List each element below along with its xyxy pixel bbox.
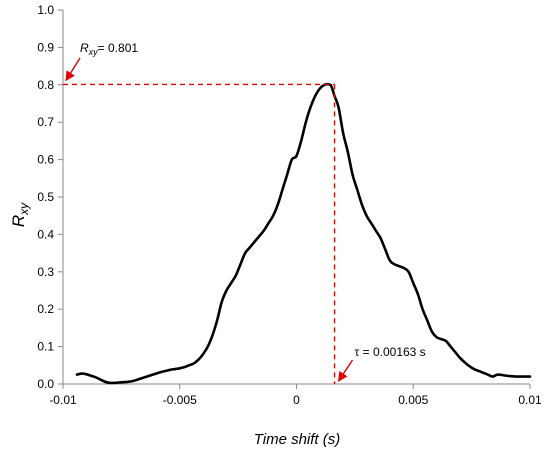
correlation-series-line xyxy=(75,82,532,385)
peak-value-arrow xyxy=(65,57,81,82)
x-tick-label: 0 xyxy=(293,393,300,407)
y-tick-label: 0.0 xyxy=(37,377,54,391)
y-axis-label: Rxy xyxy=(9,202,31,227)
y-tick-label: 0.4 xyxy=(37,227,54,241)
y-tick-label: 0.5 xyxy=(37,190,54,204)
x-tick-label: -0.005 xyxy=(163,393,197,407)
axes xyxy=(62,10,530,385)
tau-value-label: τ = 0.00163 s xyxy=(355,345,426,359)
x-tick-label: 0.005 xyxy=(398,393,428,407)
x-tick-label: 0.01 xyxy=(518,393,542,407)
peak-label-value: = 0.801 xyxy=(98,41,139,55)
y-tick-label: 1.0 xyxy=(37,3,54,17)
y-tick-label: 0.9 xyxy=(37,40,54,54)
y-tick-label: 0.1 xyxy=(37,340,54,354)
y-tick-label: 0.7 xyxy=(37,115,54,129)
y-tick-label: 0.8 xyxy=(37,78,54,92)
x-axis-label: Time shift (s) xyxy=(254,431,341,448)
peak-label-main: R xyxy=(80,41,89,55)
peak-label-sub: xy xyxy=(88,47,99,57)
tau-arrow xyxy=(337,359,354,382)
x-ticks: -0.01 -0.005 0 0.005 0.01 xyxy=(49,384,542,407)
y-tick-label: 0.6 xyxy=(37,153,54,167)
y-ticks: 0.0 0.1 0.2 0.3 0.4 0.5 0.6 0.7 0.8 0.9 1.0 xyxy=(37,3,63,391)
x-tick-label: -0.01 xyxy=(49,393,77,407)
peak-guides xyxy=(63,57,354,384)
y-tick-label: 0.3 xyxy=(37,265,54,279)
peak-value-label: Rxy= 0.801 xyxy=(80,41,138,57)
y-tick-label: 0.2 xyxy=(37,302,54,316)
